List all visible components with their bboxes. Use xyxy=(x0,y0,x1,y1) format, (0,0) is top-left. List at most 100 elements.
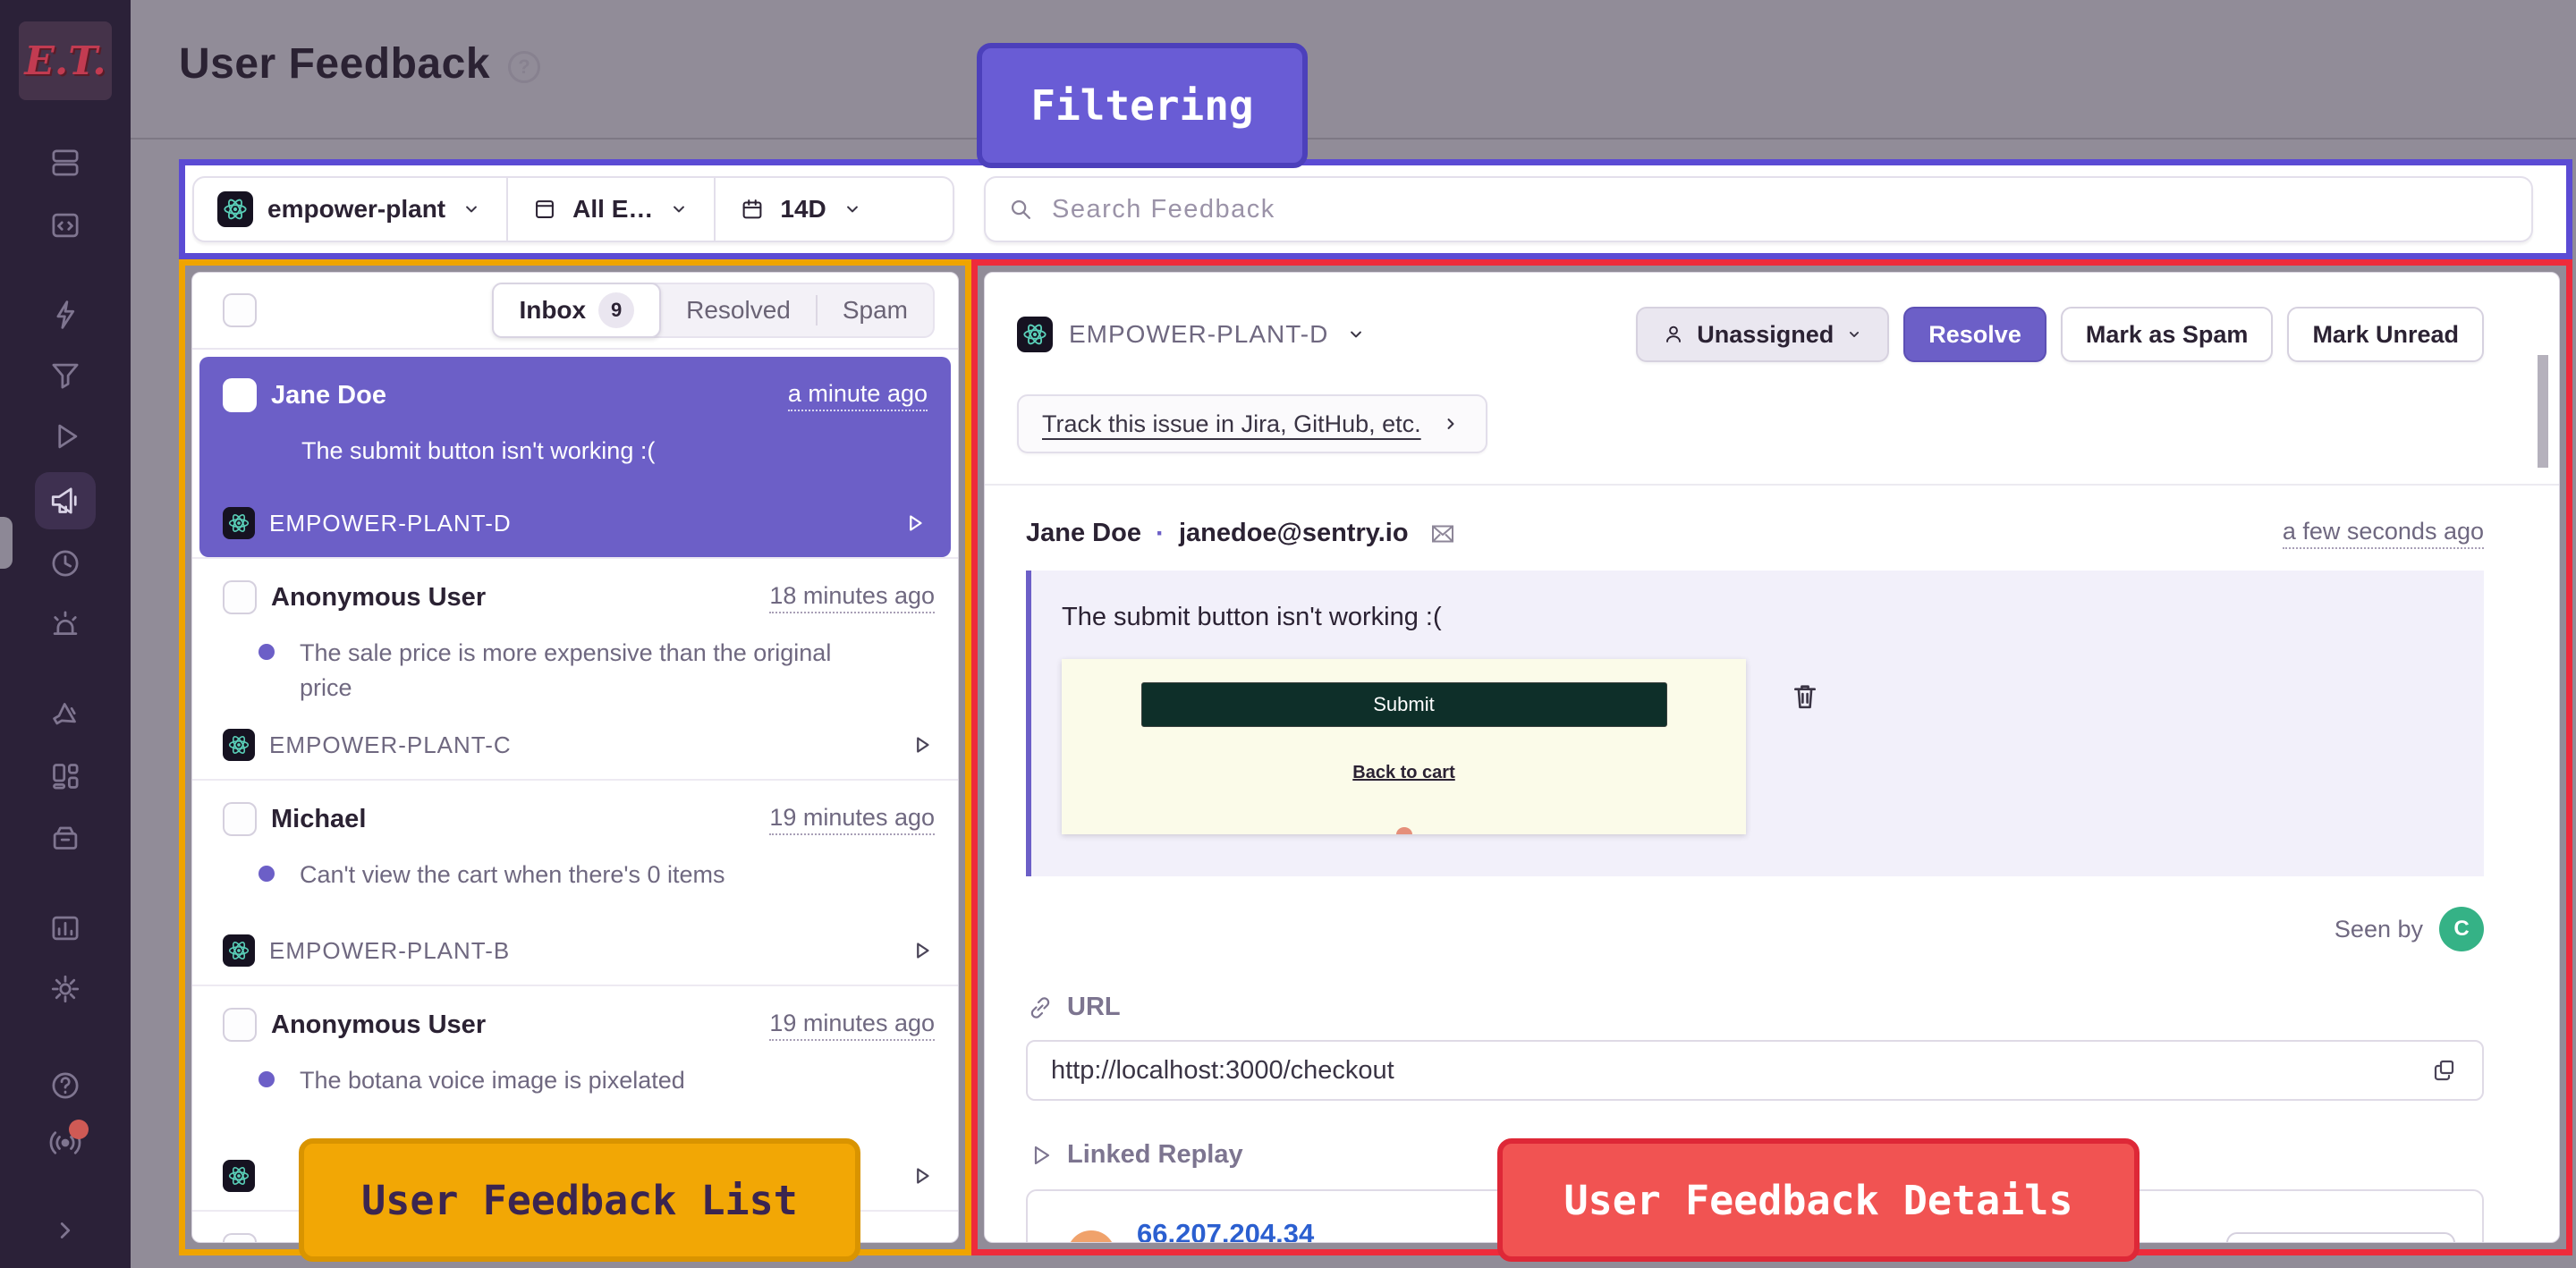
seen-by-avatar: C xyxy=(2439,907,2484,951)
tab-inbox-label: Inbox xyxy=(519,296,587,324)
envelope-icon[interactable] xyxy=(1428,520,1457,548)
date-filter-value: 14D xyxy=(780,195,826,223)
replay-count-avatar: 6 xyxy=(1067,1230,1115,1242)
resolve-label: Resolve xyxy=(1928,320,2021,348)
stats-icon[interactable] xyxy=(37,903,94,953)
feedback-details-region: EMPOWER-PLANT-D Unassigned Resolve xyxy=(971,259,2572,1262)
see-full-replay-button[interactable]: See Full Replay xyxy=(2226,1232,2455,1242)
item-checkbox[interactable] xyxy=(223,802,257,837)
feedback-timestamp: a few seconds ago xyxy=(2282,518,2484,549)
annotation-list-label: User Feedback List xyxy=(299,1138,860,1262)
item-message: The botana voice image is pixelated xyxy=(300,1067,685,1095)
resolve-button[interactable]: Resolve xyxy=(1903,307,2046,362)
person-icon xyxy=(1666,325,1682,342)
separator-dot: · xyxy=(1155,518,1165,548)
select-all-checkbox[interactable] xyxy=(223,293,257,327)
annotation-details-label: User Feedback Details xyxy=(1497,1138,2140,1262)
replay-play-icon[interactable] xyxy=(901,510,928,537)
screenshot-back-link: Back to cart xyxy=(1352,763,1455,782)
project-filter-value: empower-plant xyxy=(267,195,446,223)
mark-as-spam-button[interactable]: Mark as Spam xyxy=(2060,307,2274,362)
notification-dot xyxy=(69,1120,89,1139)
link-icon xyxy=(1030,996,1050,1019)
details-project-dropdown[interactable]: EMPOWER-PLANT-D xyxy=(1017,317,1368,352)
mark-as-spam-label: Mark as Spam xyxy=(2085,320,2249,348)
react-project-icon xyxy=(223,934,255,968)
performance-icon[interactable] xyxy=(37,290,94,340)
unread-dot xyxy=(258,644,275,660)
dashboards-icon[interactable] xyxy=(37,751,94,801)
page-help-icon[interactable]: ? xyxy=(508,50,541,83)
archive-icon[interactable] xyxy=(37,812,94,862)
mark-unread-button[interactable]: Mark Unread xyxy=(2287,307,2484,362)
details-project-label: EMPOWER-PLANT-D xyxy=(1069,320,1329,348)
environment-filter-value: All E… xyxy=(572,195,654,223)
tab-inbox[interactable]: Inbox 9 xyxy=(492,283,662,338)
feedback-list-item[interactable]: Jane Doe a minute ago The submit button … xyxy=(199,357,951,557)
environment-icon xyxy=(536,200,555,218)
replay-play-icon[interactable] xyxy=(908,937,935,964)
collapse-sidebar-icon[interactable] xyxy=(37,1205,94,1255)
mailbox-tabs: Inbox 9 Resolved Spam xyxy=(492,283,935,338)
replay-play-icon[interactable] xyxy=(908,1162,935,1189)
seen-by-label: Seen by xyxy=(2334,915,2423,943)
org-logo[interactable]: E.T. xyxy=(19,21,112,100)
environment-filter-dropdown[interactable]: All E… xyxy=(506,178,714,241)
sidebar-drag-handle[interactable] xyxy=(0,517,13,569)
track-issue-button[interactable]: Track this issue in Jira, GitHub, etc. xyxy=(1017,394,1487,453)
screenshot-logo-fragment xyxy=(1395,827,1412,834)
feedback-list-item[interactable]: Anonymous User 19 minutes ago The botana… xyxy=(192,985,958,1210)
details-scrollbar-thumb[interactable] xyxy=(2538,355,2548,468)
page-title: User Feedback xyxy=(179,40,491,88)
item-timestamp: a minute ago xyxy=(787,380,928,411)
funnel-icon[interactable] xyxy=(37,351,94,401)
details-header: EMPOWER-PLANT-D Unassigned Resolve xyxy=(985,273,2559,486)
feedback-details-panel: EMPOWER-PLANT-D Unassigned Resolve xyxy=(984,272,2560,1243)
settings-gear-icon[interactable] xyxy=(37,964,94,1014)
search-input[interactable] xyxy=(1050,193,2510,225)
tab-resolved[interactable]: Resolved xyxy=(661,284,816,336)
feedback-list-region: Inbox 9 Resolved Spam Jane Doe xyxy=(179,259,971,1262)
projects-icon[interactable] xyxy=(37,200,94,250)
inbox-count-badge: 9 xyxy=(598,292,635,328)
replays-icon[interactable] xyxy=(37,411,94,461)
help-icon[interactable] xyxy=(37,1061,94,1111)
annotation-filtering-label: Filtering xyxy=(977,43,1308,168)
issues-icon[interactable] xyxy=(37,138,94,188)
feedback-list-item[interactable]: Anonymous User 18 minutes ago The sale p… xyxy=(192,557,958,779)
react-project-icon xyxy=(223,729,255,762)
feedback-screenshot[interactable]: Submit Back to cart xyxy=(1062,659,1746,834)
replay-play-icon[interactable] xyxy=(908,731,935,758)
project-filter-dropdown[interactable]: empower-plant xyxy=(194,178,506,241)
history-icon[interactable] xyxy=(37,538,94,588)
play-icon xyxy=(1034,1145,1050,1164)
assignee-dropdown[interactable]: Unassigned xyxy=(1636,307,1890,362)
details-content: Jane Doe · janedoe@sentry.io a few secon… xyxy=(985,486,2559,1243)
feedback-list-item[interactable]: Michael 19 minutes ago Can't view the ca… xyxy=(192,779,958,985)
url-label: URL xyxy=(1067,993,1121,1021)
date-filter-dropdown[interactable]: 14D xyxy=(714,178,886,241)
item-project-slug: EMPOWER-PLANT-D xyxy=(269,509,512,537)
copy-icon[interactable] xyxy=(2430,1056,2459,1085)
assignee-label: Unassigned xyxy=(1697,320,1835,348)
chevron-down-icon xyxy=(466,206,478,213)
feedback-icon[interactable] xyxy=(35,472,96,529)
seen-by-row: Seen by C xyxy=(1026,907,2484,951)
linked-replay-label: Linked Replay xyxy=(1067,1140,1243,1169)
calendar-icon xyxy=(742,199,762,219)
announce-icon[interactable] xyxy=(37,690,94,740)
item-checkbox[interactable] xyxy=(223,580,257,614)
chevron-down-icon xyxy=(1351,331,1362,338)
item-checkbox[interactable] xyxy=(223,1233,257,1242)
replay-ip-link[interactable]: 66.207.204.34 xyxy=(1137,1218,1315,1243)
tab-spam[interactable]: Spam xyxy=(818,284,933,336)
item-timestamp: 19 minutes ago xyxy=(769,1010,935,1041)
tab-divider xyxy=(815,295,818,325)
delete-screenshot-icon[interactable] xyxy=(1788,680,1822,714)
item-checkbox[interactable] xyxy=(223,378,257,412)
item-sender: Michael xyxy=(271,804,367,833)
alerts-icon[interactable] xyxy=(37,599,94,649)
broadcast-icon[interactable] xyxy=(37,1118,94,1168)
item-checkbox[interactable] xyxy=(223,1008,257,1043)
